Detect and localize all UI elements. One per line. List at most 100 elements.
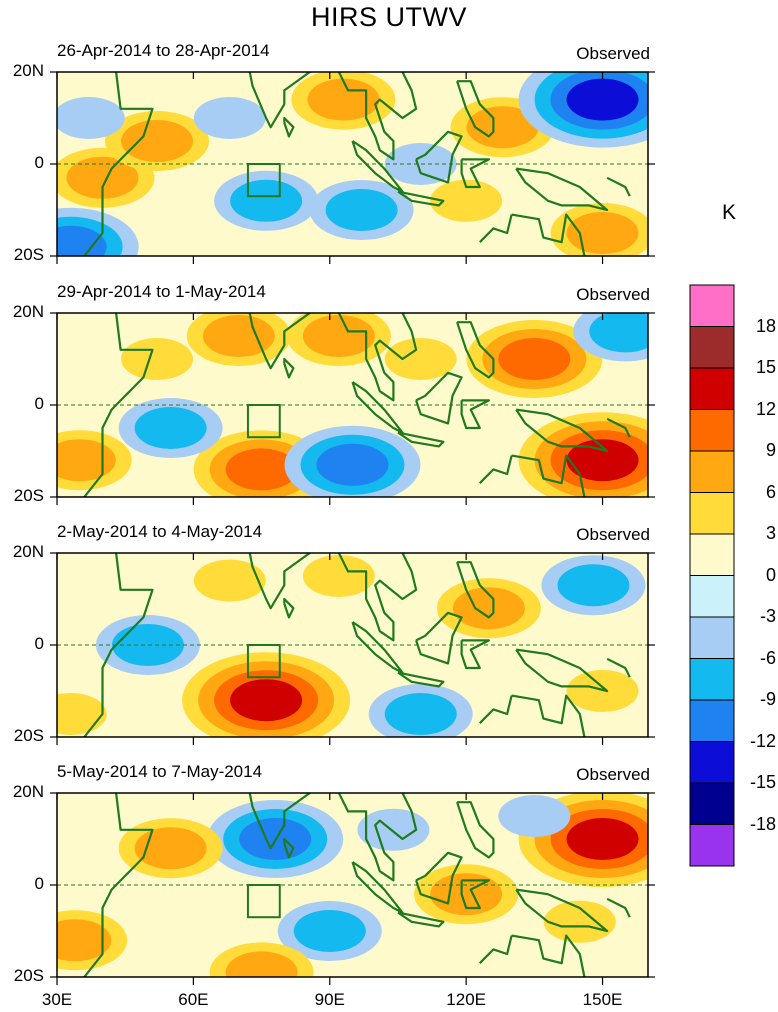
- coastline-a-2: [283, 116, 295, 138]
- y-tick-label: 0: [34, 394, 44, 413]
- coastline-b-1: [211, 313, 312, 370]
- anomaly-d-7-1: [543, 900, 616, 943]
- coastline-d-6: [415, 851, 463, 905]
- study-box-d: [246, 884, 281, 919]
- map-panel-c: [50, 552, 655, 745]
- coastline-b-11: [479, 455, 513, 484]
- anomaly-b-3-4: [566, 439, 639, 482]
- panel-date-range: 5-May-2014 to 7-May-2014: [57, 762, 263, 781]
- anomaly-a-9-1: [193, 97, 266, 139]
- anomaly-c-8-1: [566, 670, 639, 712]
- colorbar-swatch-7: [689, 575, 735, 618]
- colorbar-swatch-11: [689, 741, 735, 784]
- coastline-b-8: [456, 321, 495, 379]
- anomaly-field-c: [57, 555, 646, 737]
- anomaly-b-10-2: [57, 439, 116, 482]
- map-panel-d: [50, 792, 655, 985]
- coastline-b-4: [351, 381, 404, 434]
- anomaly-a-12-1: [384, 143, 457, 185]
- anomaly-b-4-3: [316, 443, 389, 486]
- y-tick-label: 20N: [12, 542, 44, 561]
- coastline-b-2: [283, 357, 295, 379]
- panel-date-range: 26-Apr-2014 to 28-Apr-2014: [57, 41, 270, 60]
- anomaly-c-7-1: [57, 693, 107, 735]
- coastline-d-1: [211, 793, 312, 850]
- colorbar-swatch-2: [689, 367, 735, 410]
- anomaly-b-6-1: [384, 338, 457, 380]
- coastline-a-4: [351, 140, 404, 193]
- colorbar-label: 18: [755, 315, 776, 336]
- colorbar-label: -18: [749, 813, 776, 834]
- colorbar-label: -3: [759, 606, 776, 626]
- colorbar: [689, 284, 735, 867]
- anomaly-a-10-2: [566, 212, 639, 254]
- colorbar-swatch-4: [689, 450, 735, 493]
- y-tick-label: 0: [34, 874, 44, 893]
- colorbar-label: -6: [759, 647, 776, 668]
- anomaly-field-d: [57, 793, 648, 977]
- colorbar-swatch-1: [689, 326, 735, 369]
- anomaly-c-2-2: [384, 693, 457, 735]
- coastline-a-8: [456, 80, 495, 138]
- coastline-a-11: [479, 214, 513, 243]
- anomaly-a-11-3: [57, 225, 107, 256]
- coastline-d-5: [397, 911, 445, 928]
- coastline-a-5: [397, 190, 445, 207]
- anomaly-d-1-4: [566, 818, 639, 860]
- y-tick-label: 20N: [12, 302, 44, 321]
- x-tick-label: 150E: [582, 990, 623, 1009]
- coastline-c-0: [83, 553, 154, 737]
- x-tick-label: 120E: [446, 990, 486, 1009]
- coastline-c-10: [511, 694, 586, 737]
- panel-tag: Observed: [576, 765, 650, 784]
- panel-date-range: 29-Apr-2014 to 1-May-2014: [57, 282, 266, 301]
- colorbar-label: -12: [749, 730, 776, 751]
- panel-tag: Observed: [576, 44, 650, 63]
- colorbar-label: 0: [765, 564, 776, 585]
- colorbar-swatch-6: [689, 533, 735, 576]
- x-tick-label: 60E: [178, 990, 209, 1009]
- coastline-c-1: [211, 553, 312, 610]
- study-box-c: [246, 644, 281, 679]
- anomaly-c-0-4: [230, 679, 303, 722]
- coastline-c-8: [456, 561, 495, 619]
- colorbar-label: 6: [765, 481, 776, 502]
- anomaly-a-3-2: [230, 179, 303, 222]
- coastline-d-9: [515, 888, 609, 933]
- coastline-d-2: [283, 837, 295, 859]
- y-tick-label: 20N: [12, 782, 44, 801]
- coastline-c-3: [337, 553, 418, 642]
- anomaly-a-7-4: [566, 78, 639, 121]
- y-tick-label: 20N: [12, 61, 44, 80]
- coastline-b-12: [606, 417, 631, 438]
- coastline-d-10: [511, 934, 586, 977]
- x-tick-label: 90E: [314, 990, 345, 1009]
- coastline-c-11: [479, 695, 513, 724]
- anomaly-b-1-2: [134, 407, 207, 449]
- y-tick-label: 0: [34, 153, 44, 172]
- coastlines-c: [83, 553, 631, 737]
- coastline-c-6: [415, 611, 463, 665]
- coastline-d-3: [337, 793, 418, 882]
- anomaly-d-5-2: [293, 910, 366, 952]
- y-tick-label: 20S: [13, 966, 44, 985]
- y-tick-label: 20S: [13, 726, 44, 745]
- coastline-d-7: [460, 879, 490, 910]
- colorbar-swatch-3: [689, 409, 735, 452]
- anomaly-field-a: [57, 72, 648, 256]
- coastline-b-3: [337, 313, 418, 402]
- anomaly-a-4-2: [307, 78, 380, 121]
- anomaly-a-1-2: [121, 120, 194, 162]
- coastline-a-7: [460, 158, 490, 189]
- coastline-c-12: [606, 657, 631, 678]
- anomaly-b-0-3: [225, 448, 298, 491]
- anomaly-b-7-1: [121, 338, 194, 380]
- coastlines-b: [83, 313, 631, 497]
- chart-title: HIRS UTWV: [311, 2, 467, 32]
- coastline-a-3: [337, 72, 418, 161]
- anomaly-d-4-2: [57, 919, 112, 962]
- anomaly-b-5-2: [302, 315, 375, 357]
- anomaly-c-5-1: [302, 555, 375, 597]
- colorbar-swatch-10: [689, 699, 735, 742]
